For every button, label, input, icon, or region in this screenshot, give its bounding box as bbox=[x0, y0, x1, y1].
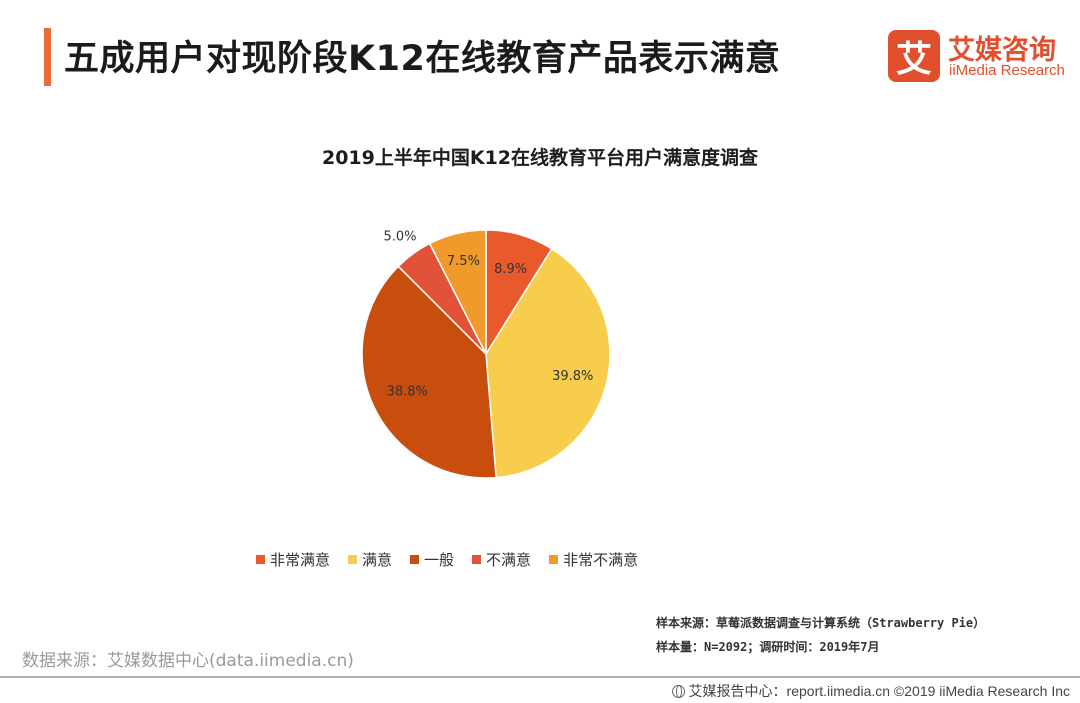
legend-label: 非常满意 bbox=[270, 551, 331, 569]
sample-size-note: 样本量：N=2092；调研时间：2019年7月 bbox=[656, 640, 880, 654]
data-label-一般: 38.8% bbox=[387, 384, 428, 399]
legend-label: 满意 bbox=[362, 551, 393, 569]
legend-label: 一般 bbox=[424, 551, 455, 569]
page-title: 五成用户对现阶段K12在线教育产品表示满意 bbox=[64, 39, 781, 79]
footer-text: 艾媒报告中心：report.iimedia.cn ©2019 iiMedia R… bbox=[688, 683, 1070, 699]
legend-swatch bbox=[472, 555, 482, 564]
pie-slice-满意 bbox=[485, 247, 611, 479]
chart-legend: 非常满意 满意 一般 不满意 非常不满意 bbox=[256, 549, 638, 570]
legend-swatch bbox=[256, 555, 265, 564]
footer: 艾媒报告中心：report.iimedia.cn ©2019 iiMedia R… bbox=[671, 681, 1070, 701]
legend-label: 非常不满意 bbox=[563, 551, 639, 569]
legend-item-非常满意: 非常满意 bbox=[256, 549, 330, 570]
data-source: 数据来源：艾媒数据中心(data.iimedia.cn) bbox=[22, 651, 354, 671]
legend-swatch bbox=[410, 555, 420, 564]
footer-divider bbox=[0, 676, 1080, 678]
legend-swatch bbox=[348, 555, 358, 564]
chart-title: 2019上半年中国K12在线教育平台用户满意度调查 bbox=[321, 147, 759, 169]
legend-label: 不满意 bbox=[486, 551, 532, 569]
title-accent-bar bbox=[44, 28, 51, 86]
logo-chinese-text: 艾媒咨询 bbox=[948, 35, 1056, 66]
logo-english-text: iiMedia Research bbox=[949, 62, 1065, 79]
data-label-非常满意: 8.9% bbox=[494, 262, 527, 277]
pie-slice-一般 bbox=[361, 265, 497, 479]
data-label-不满意: 5.0% bbox=[383, 230, 416, 245]
legend-item-满意: 满意 bbox=[348, 549, 392, 570]
pie-slice-非常不满意 bbox=[428, 229, 487, 355]
data-label-满意: 39.8% bbox=[552, 369, 593, 384]
legend-item-非常不满意: 非常不满意 bbox=[549, 549, 638, 570]
sample-source-note: 样本来源：草莓派数据调查与计算系统（Strawberry Pie） bbox=[656, 616, 986, 630]
globe-icon bbox=[671, 684, 685, 698]
iimedia-logo: 艾 艾媒咨询 iiMedia Research bbox=[888, 28, 1065, 84]
legend-item-一般: 一般 bbox=[410, 549, 454, 570]
legend-swatch bbox=[549, 555, 559, 564]
logo-mark-icon: 艾 bbox=[888, 30, 940, 82]
data-label-非常不满意: 7.5% bbox=[447, 254, 480, 269]
legend-item-不满意: 不满意 bbox=[472, 549, 531, 570]
